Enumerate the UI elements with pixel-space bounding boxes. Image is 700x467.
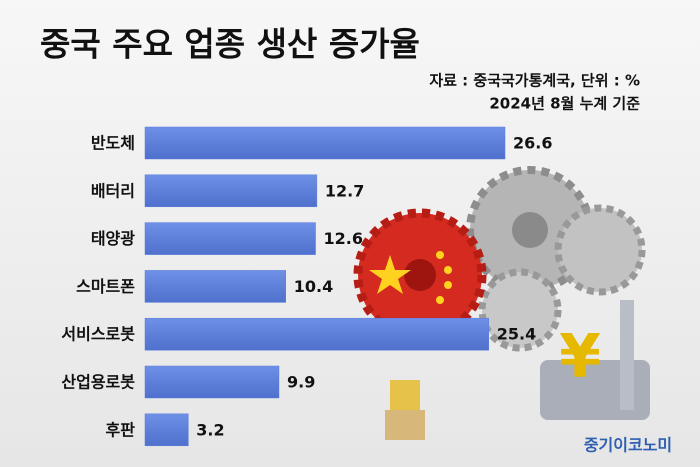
- bar: [144, 126, 506, 160]
- category-label: 스마트폰: [76, 277, 135, 296]
- category-label: 배터리: [91, 181, 135, 200]
- svg-text:¥: ¥: [559, 322, 601, 392]
- bar: [144, 270, 287, 303]
- category-label: 산업용로봇: [61, 373, 135, 392]
- decoration: ¥: [353, 166, 650, 440]
- value-label: 9.9: [287, 373, 315, 392]
- bar: [144, 317, 490, 351]
- bar: [144, 174, 318, 208]
- category-label: 서비스로봇: [61, 325, 135, 344]
- subtitle: 2024년 8월 누계 기준: [489, 95, 640, 113]
- category-label: 태양광: [91, 229, 135, 248]
- value-label: 26.6: [513, 134, 552, 153]
- watermark: 중기이코노미: [584, 436, 672, 455]
- value-label: 12.7: [325, 181, 364, 200]
- value-label: 12.6: [324, 229, 363, 248]
- value-label: 25.4: [497, 325, 536, 344]
- category-label: 후판: [106, 420, 136, 439]
- bar: [144, 365, 280, 399]
- value-label: 10.4: [294, 277, 333, 296]
- value-label: 3.2: [196, 420, 224, 439]
- subtitle: 자료 : 중국국가통계국, 단위 : %: [429, 72, 640, 90]
- category-label: 반도체: [91, 134, 135, 153]
- bar: [144, 222, 316, 255]
- bar: [144, 413, 189, 447]
- chart-title: 중국 주요 업종 생산 증가율: [40, 25, 420, 64]
